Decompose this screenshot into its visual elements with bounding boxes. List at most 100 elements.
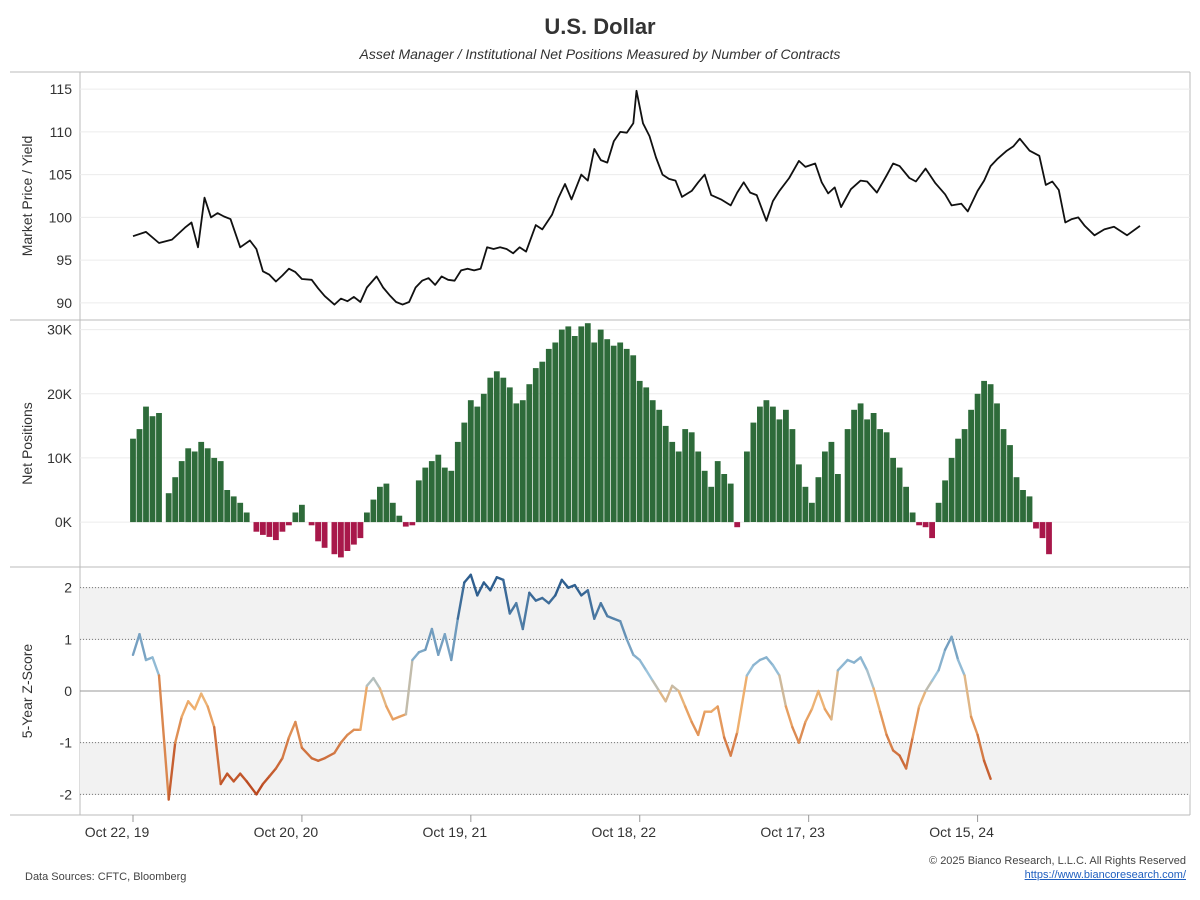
x-axis: Oct 22, 19 Oct 20, 20 Oct 19, 21 Oct 18, 22… bbox=[85, 815, 994, 840]
net-position-bar bbox=[409, 522, 416, 526]
zscore-segment bbox=[865, 669, 875, 690]
zscore-tick-label: 0 bbox=[64, 683, 72, 699]
zscore-segment bbox=[378, 687, 388, 708]
price-tick-label: 95 bbox=[56, 252, 72, 268]
zscore-segment bbox=[456, 581, 466, 620]
net-position-bar bbox=[266, 522, 273, 537]
net-position-bar bbox=[243, 512, 250, 523]
zscore-segment bbox=[778, 674, 788, 708]
net-position-bar bbox=[744, 451, 750, 523]
net-position-bar bbox=[1046, 522, 1052, 555]
zscore-segment bbox=[225, 772, 235, 783]
net-position-bar bbox=[156, 413, 162, 523]
zscore-segment bbox=[463, 573, 472, 584]
net-position-bar bbox=[461, 422, 468, 522]
zscore-segment bbox=[274, 757, 284, 770]
net-position-bar bbox=[331, 522, 338, 555]
zscore-segment bbox=[677, 689, 687, 708]
zscore-segment bbox=[729, 731, 739, 757]
zscore-segment bbox=[645, 669, 654, 682]
net-position-bar bbox=[500, 377, 507, 523]
net-position-bar bbox=[1000, 429, 1007, 523]
net-position-bar bbox=[1007, 445, 1013, 523]
net-position-bar bbox=[961, 429, 968, 523]
zscore-segment bbox=[684, 705, 693, 724]
x-tick-label: Oct 20, 20 bbox=[254, 824, 319, 840]
x-tick-label: Oct 22, 19 bbox=[85, 824, 150, 840]
zscore-segment bbox=[697, 710, 706, 737]
net-position-bar bbox=[526, 384, 533, 523]
zscore-segment bbox=[281, 736, 291, 760]
net-position-bar bbox=[377, 486, 383, 523]
price-tick-label: 100 bbox=[49, 209, 73, 225]
zscore-segment bbox=[976, 733, 986, 762]
zscore-segment bbox=[963, 674, 973, 718]
net-position-bar bbox=[857, 403, 864, 523]
zscore-segment bbox=[671, 684, 680, 693]
zscore-panel: -2 -1 0 1 2 5-Year Z-Score bbox=[19, 573, 1190, 802]
price-tick-label: 115 bbox=[50, 81, 73, 97]
net-position-bar bbox=[224, 490, 231, 523]
net-position-bar bbox=[1013, 477, 1020, 523]
zscore-segment bbox=[836, 658, 849, 672]
net-position-bar bbox=[955, 438, 961, 523]
net-position-bar bbox=[584, 323, 591, 523]
zscore-segment bbox=[573, 583, 583, 597]
net-position-bar bbox=[763, 400, 770, 523]
zscore-segment bbox=[476, 581, 485, 597]
zscore-segment bbox=[437, 633, 446, 656]
zscore-segment bbox=[157, 674, 170, 801]
website-link[interactable]: https://www.biancoresearch.com/ bbox=[1024, 869, 1186, 881]
zscore-tick-label: 1 bbox=[64, 631, 72, 647]
zscore-segment bbox=[817, 689, 827, 711]
net-position-bar bbox=[286, 522, 292, 526]
net-position-bar bbox=[656, 409, 663, 523]
zscore-segment bbox=[830, 669, 840, 721]
net-position-bar bbox=[822, 451, 828, 523]
net-position-bar bbox=[357, 522, 364, 539]
zscore-segment bbox=[287, 720, 297, 739]
net-position-bar bbox=[178, 461, 185, 522]
net-position-bar bbox=[487, 377, 494, 523]
net-tick-label: 30K bbox=[47, 322, 73, 338]
zscore-segment bbox=[810, 689, 820, 711]
zscore-segment bbox=[219, 772, 229, 786]
price-tick-label: 110 bbox=[50, 124, 73, 140]
zscore-segment bbox=[632, 653, 641, 662]
net-position-bar bbox=[734, 522, 741, 528]
zscore-segment bbox=[508, 602, 518, 615]
zscore-segment bbox=[745, 664, 755, 677]
net-position-bar bbox=[610, 345, 617, 523]
zscore-segment bbox=[346, 728, 356, 737]
zscore-band bbox=[80, 587, 1190, 640]
chart-subtitle: Asset Manager / Institutional Net Positi… bbox=[359, 46, 841, 62]
zscore-segment bbox=[924, 679, 934, 693]
zscore-segment bbox=[716, 705, 726, 739]
zscore-segment bbox=[359, 684, 369, 731]
zscore-segment bbox=[878, 710, 888, 737]
net-position-bar bbox=[682, 429, 689, 523]
net-axis-title: Net Positions bbox=[19, 402, 35, 484]
net-position-bar bbox=[211, 457, 218, 523]
zscore-segment bbox=[554, 578, 563, 597]
net-position-bar bbox=[942, 480, 948, 523]
zscore-segment bbox=[619, 620, 628, 641]
zscore-segment bbox=[710, 705, 719, 713]
net-position-bar bbox=[688, 432, 695, 523]
zscore-segment bbox=[206, 705, 216, 729]
zscore-segment bbox=[797, 720, 807, 744]
zscore-segment bbox=[804, 707, 814, 724]
zscore-segment bbox=[521, 591, 531, 631]
data-source-note: Data Sources: CFTC, Bloomberg bbox=[25, 871, 187, 883]
net-position-bar bbox=[828, 441, 835, 523]
net-position-bar bbox=[136, 429, 143, 523]
zscore-segment bbox=[151, 656, 161, 677]
net-position-bar bbox=[204, 448, 211, 523]
net-position-bar bbox=[776, 419, 783, 522]
net-position-bar bbox=[877, 429, 883, 523]
net-position-bar bbox=[649, 400, 656, 523]
zscore-segment bbox=[450, 617, 459, 662]
zscore-segment bbox=[736, 674, 749, 734]
price-series-line bbox=[132, 89, 1141, 306]
net-position-bar bbox=[396, 515, 403, 523]
